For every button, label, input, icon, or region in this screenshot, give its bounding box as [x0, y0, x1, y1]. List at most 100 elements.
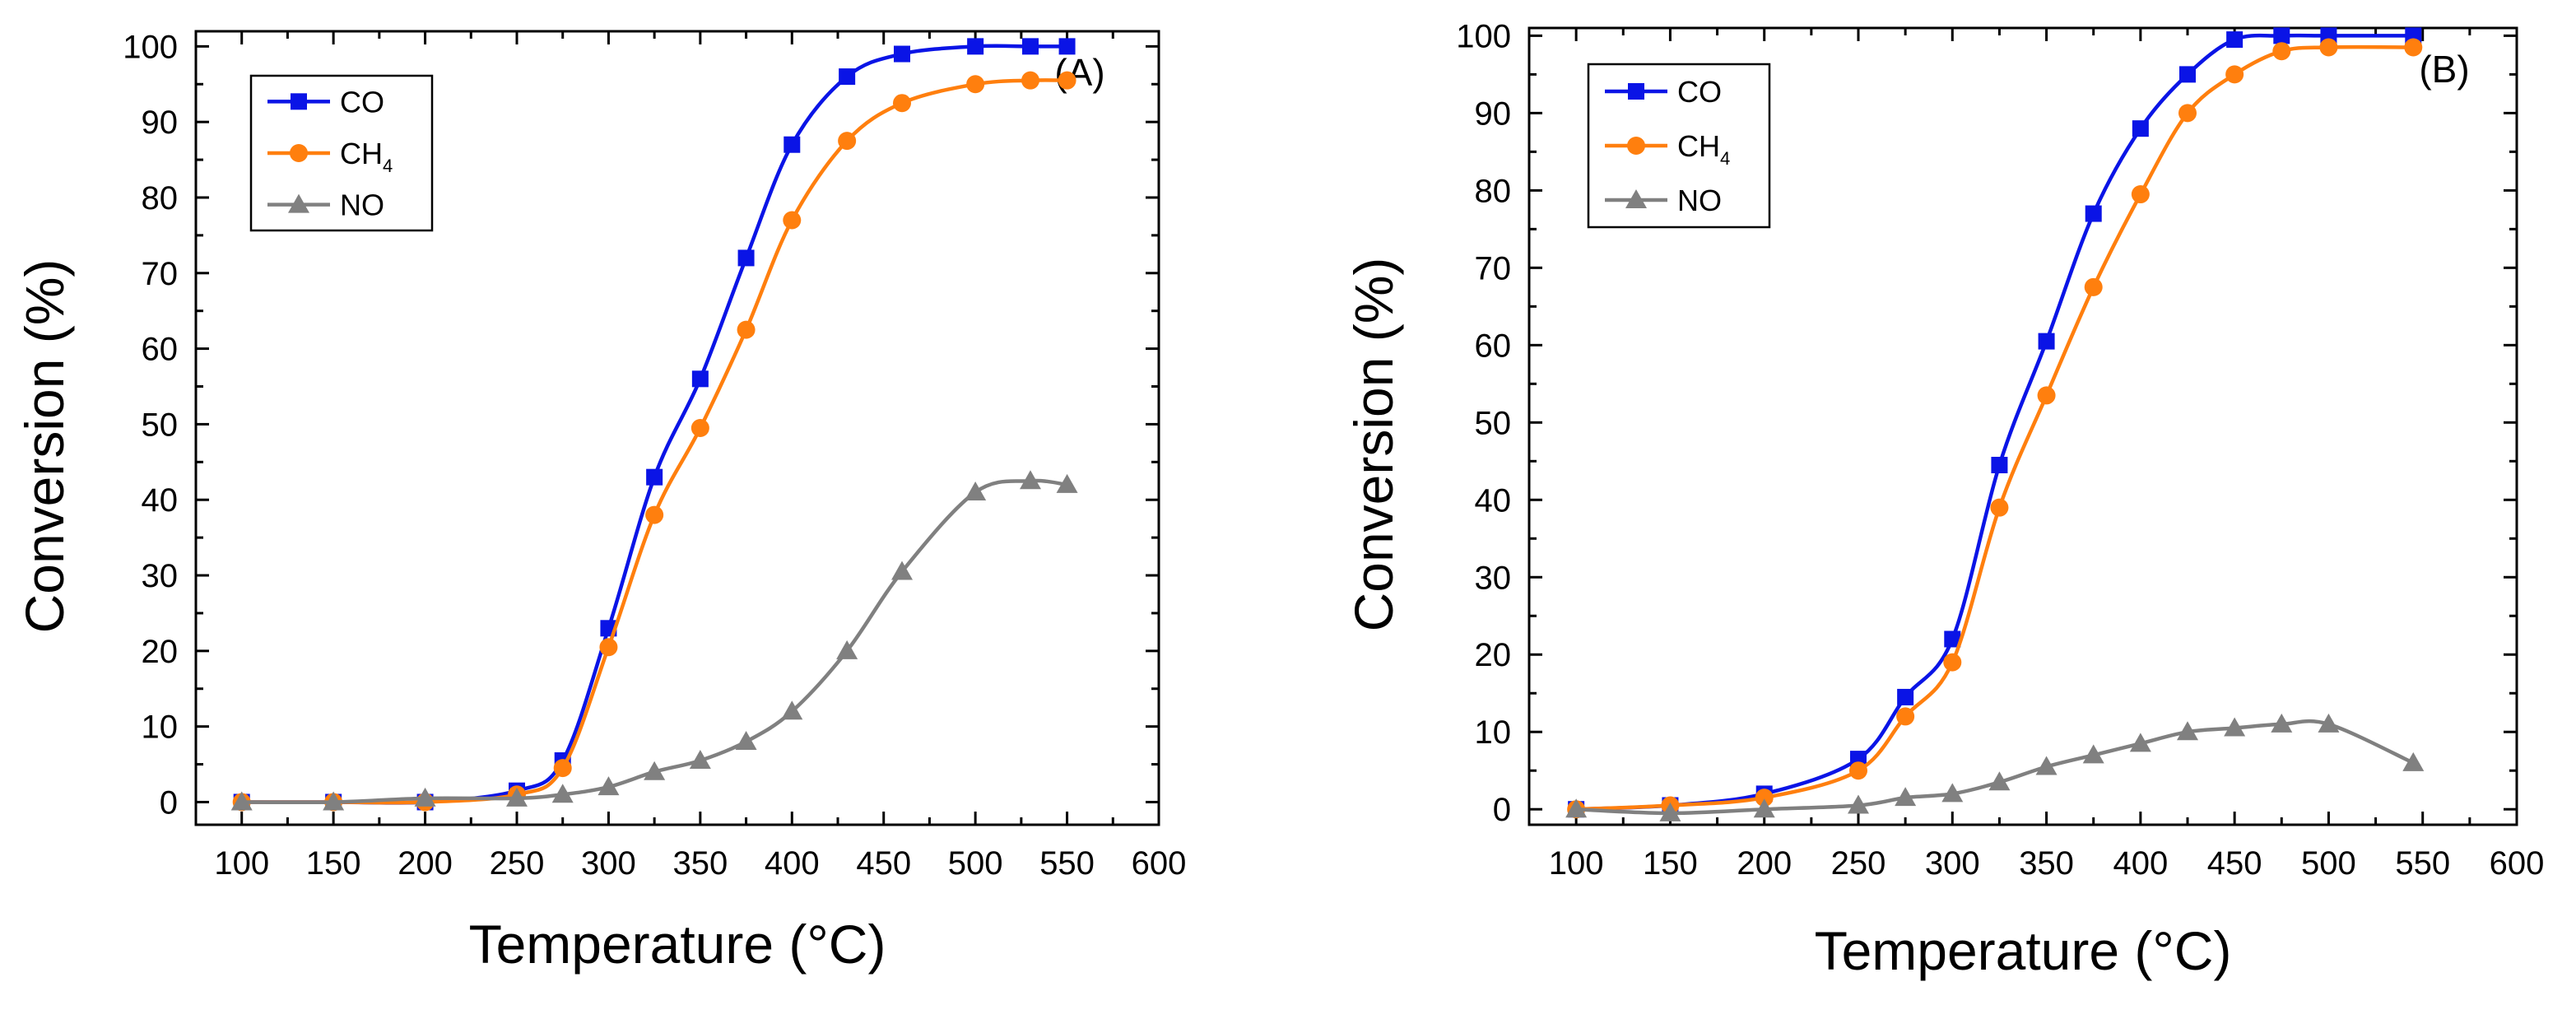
data-point-square [894, 45, 910, 63]
data-point-triangle [689, 749, 711, 769]
data-point-triangle [2082, 744, 2104, 764]
y-tick-label: 90 [1475, 95, 1512, 132]
y-tick-label: 80 [142, 180, 179, 216]
data-point-circle [645, 505, 664, 524]
data-point-circle [783, 211, 802, 230]
data-point-circle [2131, 185, 2150, 204]
data-point-triangle [551, 784, 574, 803]
data-point-square [2273, 27, 2290, 44]
data-point-triangle [1020, 470, 1041, 490]
series-ch4 [1567, 38, 2423, 819]
legend-label-co: CO [340, 85, 384, 119]
data-point-triangle [1988, 771, 2011, 791]
x-tick-label: 400 [765, 845, 820, 882]
y-tick-label: 50 [142, 407, 179, 443]
data-point-triangle [891, 561, 913, 580]
data-point-circle [737, 320, 756, 339]
panel-label: (B) [2419, 48, 2469, 91]
data-point-circle [838, 132, 857, 151]
data-point-square [783, 136, 801, 153]
plot-frame [1527, 26, 2518, 826]
x-tick-label: 350 [672, 845, 728, 882]
panel-a-chart: 100 150 200 250 300 350 400 450 500 550 6000102030… [14, 29, 1186, 975]
data-point-triangle [644, 761, 666, 780]
data-point-triangle [735, 731, 757, 751]
data-point-triangle [2318, 713, 2340, 733]
y-tick-label: 100 [123, 29, 178, 65]
data-point-triangle [2177, 721, 2198, 741]
data-point-triangle [2271, 713, 2293, 733]
panel-b-chart: 100 150 200 250 300 350 400 450 500 550 6000102030… [1343, 18, 2544, 981]
data-point-triangle [781, 700, 803, 720]
data-point-square [1022, 38, 1039, 55]
data-point-circle [1943, 653, 1962, 672]
data-point-triangle [1941, 783, 1964, 803]
data-point-triangle [323, 791, 345, 811]
series-line-co [1576, 33, 2414, 812]
data-point-square [1897, 688, 1914, 705]
legend-marker-circle [290, 144, 308, 162]
y-tick-label: 90 [142, 105, 179, 141]
x-tick-label: 450 [856, 845, 911, 882]
y-axis-title: Conversion (%) [1343, 258, 1404, 632]
series-line-no [241, 478, 1067, 805]
data-point-triangle [965, 482, 987, 501]
x-tick-label: 250 [1831, 845, 1886, 882]
y-tick-label: 10 [142, 710, 179, 746]
x-tick-label: 600 [2490, 845, 2545, 882]
y-tick-label: 80 [1475, 173, 1512, 209]
data-point-circle [690, 419, 709, 437]
data-point-square [646, 468, 663, 486]
y-tick-label: 20 [142, 634, 179, 670]
x-tick-label: 200 [1737, 845, 1792, 882]
data-point-triangle [2129, 733, 2151, 752]
data-point-triangle [1565, 798, 1588, 818]
y-tick-label: 30 [142, 558, 179, 594]
data-point-circle [2178, 104, 2197, 123]
data-point-square [737, 249, 755, 267]
x-tick-label: 350 [2019, 845, 2074, 882]
legend-subscript: 4 [383, 156, 393, 176]
x-tick-label: 250 [490, 845, 545, 882]
y-tick-label: 0 [160, 784, 178, 821]
data-point-circle [2037, 386, 2056, 405]
data-point-triangle [598, 776, 620, 796]
data-point-circle [1058, 71, 1076, 90]
y-tick-label: 60 [142, 332, 179, 368]
y-tick-label: 0 [1493, 792, 1511, 828]
data-point-circle [2404, 38, 2423, 57]
x-tick-label: 500 [2301, 845, 2356, 882]
y-tick-label: 20 [1475, 637, 1512, 673]
series-line-no [1576, 719, 2415, 816]
data-point-triangle [1659, 802, 1681, 821]
data-point-triangle [230, 791, 253, 811]
data-point-square [1058, 38, 1076, 55]
y-tick-label: 100 [1456, 18, 1511, 54]
data-point-triangle [1056, 473, 1078, 493]
data-point-triangle [414, 787, 436, 807]
legend-subscript: 4 [1720, 148, 1730, 169]
x-tick-label: 300 [581, 845, 636, 882]
data-point-circle [1021, 71, 1039, 90]
data-point-circle [1755, 789, 1774, 807]
data-point-circle [2319, 38, 2338, 57]
x-tick-label: 100 [214, 845, 269, 882]
data-point-square [2226, 31, 2244, 49]
x-tick-label: 550 [2395, 845, 2450, 882]
data-point-square [2085, 205, 2102, 222]
data-point-triangle [836, 640, 858, 659]
y-tick-label: 30 [1475, 560, 1512, 596]
x-tick-label: 600 [1132, 845, 1187, 882]
data-point-circle [553, 759, 572, 778]
data-point-circle [1896, 707, 1915, 726]
data-point-circle [2225, 65, 2244, 84]
x-axis-title: Temperature (°C) [469, 914, 886, 975]
data-point-circle [2084, 277, 2103, 296]
data-point-square [691, 370, 709, 388]
x-tick-label: 450 [2207, 845, 2262, 882]
legend-marker-triangle [1625, 189, 1647, 208]
x-tick-label: 400 [2113, 845, 2168, 882]
y-tick-label: 40 [1475, 482, 1512, 519]
